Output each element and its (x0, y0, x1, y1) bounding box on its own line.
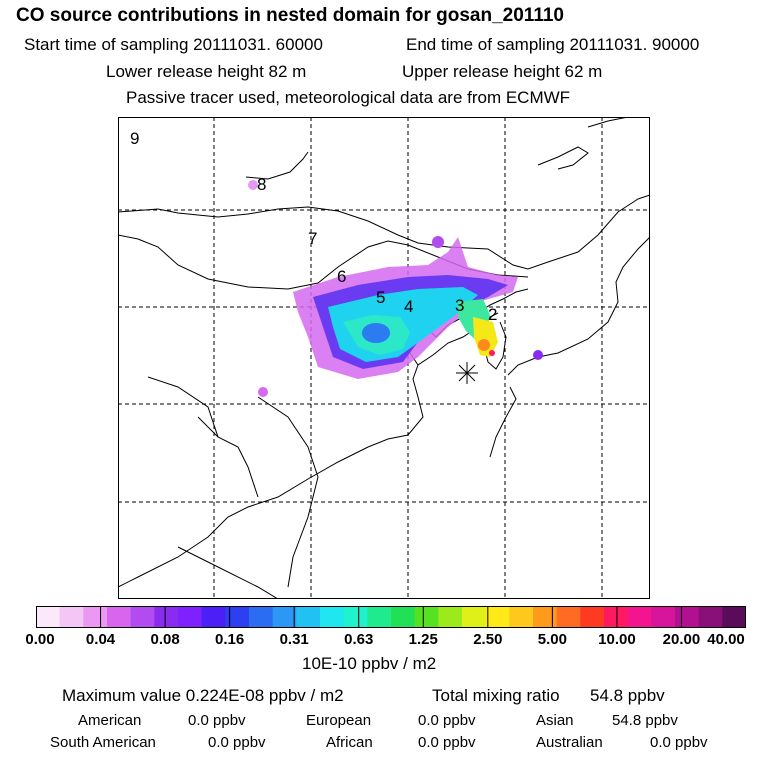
region-value-american: 0.0 ppbv (188, 712, 246, 729)
colorbar-tick-label: 0.04 (85, 631, 116, 648)
colorbar (36, 606, 746, 628)
colorbar-swatch (698, 606, 723, 628)
colorbar-swatch (272, 606, 297, 628)
region-label-8: 8 (257, 175, 266, 194)
colorbar-swatch (83, 606, 108, 628)
colorbar-swatch (154, 606, 179, 628)
colorbar-tick-label: 5.00 (537, 631, 567, 648)
colorbar-swatch (509, 606, 534, 628)
colorbar-swatch (178, 606, 203, 628)
colorbar-tick-label: 10.00 (598, 631, 636, 648)
region-name-european: European (306, 712, 372, 729)
colorbar-swatch (36, 606, 61, 628)
total-mixing-value: 54.8 ppbv (590, 686, 665, 705)
region-label-5: 5 (376, 288, 385, 307)
colorbar-swatch (627, 606, 652, 628)
colorbar-swatch (485, 606, 510, 628)
region-name-australian: Australian (536, 734, 603, 751)
region-name-south-american: South American (50, 734, 156, 751)
colorbar-swatch (556, 606, 581, 628)
concentration-plume (248, 180, 543, 397)
region-value-australian: 0.0 ppbv (650, 734, 708, 751)
colorbar-swatch (107, 606, 132, 628)
colorbar-tick-label: 2.50 (473, 631, 503, 648)
upper-height-text: Upper release height 62 m (402, 62, 603, 81)
colorbar-swatch (438, 606, 463, 628)
colorbar-swatch (651, 606, 676, 628)
region-name-american: American (78, 712, 142, 729)
colorbar-tick-label: 0.31 (279, 631, 309, 648)
colorbar-tick-label: 20.00 (662, 631, 701, 648)
region-label-7: 7 (308, 229, 317, 248)
lower-height-text: Lower release height 82 m (106, 62, 307, 81)
region-label-4: 4 (404, 297, 413, 316)
colorbar-tick-label: 1.25 (408, 631, 438, 648)
colorbar-swatch (343, 606, 368, 628)
region-name-african: African (326, 734, 373, 751)
total-mixing-label: Total mixing ratio (432, 686, 560, 705)
colorbar-swatch (414, 606, 439, 628)
region-label-6: 6 (337, 267, 346, 286)
colorbar-tick-label: 0.08 (150, 631, 180, 648)
max-value-text: Maximum value 0.224E-08 ppbv / m2 (62, 686, 344, 705)
colorbar-tick-label: 0.16 (215, 631, 245, 648)
region-value-european: 0.0 ppbv (418, 712, 476, 729)
colorbar-swatch (580, 606, 605, 628)
colorbar-swatch (722, 606, 746, 628)
colorbar-swatch (225, 606, 250, 628)
colorbar-frame (36, 606, 746, 628)
region-value-asian: 54.8 ppbv (612, 712, 678, 729)
colorbar-swatch (533, 606, 558, 628)
region-label-2: 2 (488, 305, 497, 324)
region-name-asian: Asian (536, 712, 574, 729)
colorbar-swatch (604, 606, 629, 628)
colorbar-tick-label: 0.63 (344, 631, 374, 648)
colorbar-unit: 10E-10 ppbv / m2 (302, 654, 437, 673)
colorbar-swatch (130, 606, 155, 628)
region-value-south-american: 0.0 ppbv (208, 734, 266, 751)
colorbar-swatch (59, 606, 84, 628)
region-value-african: 0.0 ppbv (418, 734, 476, 751)
colorbar-swatch (296, 606, 321, 628)
colorbar-swatch (320, 606, 345, 628)
tracer-note-text: Passive tracer used, meteorological data… (126, 88, 571, 107)
region-label-3: 3 (455, 296, 464, 315)
source-contribution-map: 9 8 7 6 5 4 3 2 (118, 117, 650, 599)
start-time-text: Start time of sampling 20111031. 60000 (24, 35, 323, 54)
colorbar-swatch (462, 606, 487, 628)
map-frame (118, 117, 650, 599)
colorbar-swatch (201, 606, 226, 628)
colorbar-swatch (367, 606, 392, 628)
colorbar-swatch (675, 606, 700, 628)
asterisk-icon (456, 362, 478, 384)
plot-title: CO source contributions in nested domain… (16, 5, 564, 26)
colorbar-tick-label: 40.00 (707, 631, 745, 648)
region-label-9: 9 (130, 129, 139, 148)
end-time-text: End time of sampling 20111031. 90000 (406, 35, 700, 54)
colorbar-swatch (249, 606, 274, 628)
colorbar-swatch (391, 606, 416, 628)
colorbar-tick-label: 0.00 (25, 631, 55, 648)
